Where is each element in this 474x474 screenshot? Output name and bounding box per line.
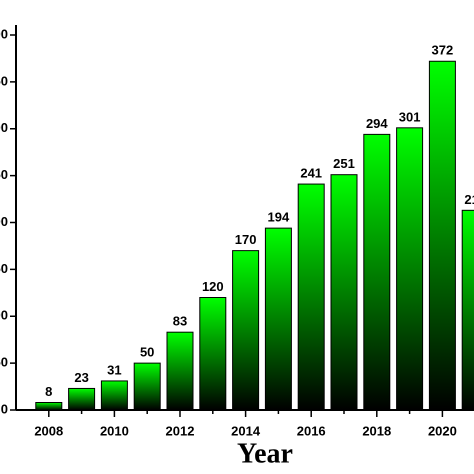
bar [133,362,161,411]
bar [35,402,63,411]
bar [68,387,96,411]
bar [363,133,391,411]
value-label: 120 [202,279,224,294]
y-tick-label: 0 [1,401,8,416]
bar [264,227,292,411]
y-tick-label: 300 [0,120,8,135]
value-label: 83 [173,314,187,329]
bar [297,183,325,411]
value-label: 8 [45,384,52,399]
y-tick-label: 50 [0,355,8,370]
x-tick-label: 2016 [297,423,326,438]
x-tick-label: 2012 [166,423,195,438]
bar [100,380,128,411]
y-tick-label: 350 [0,73,8,88]
y-tick-label: 250 [0,167,8,182]
y-tick-label: 100 [0,308,8,323]
bar [166,331,194,411]
value-label: 194 [268,210,290,225]
value-label: 251 [333,156,355,171]
x-axis-title: Year [237,438,293,469]
y-tick-label: 400 [0,26,8,41]
bar [232,250,260,411]
bar [199,297,227,411]
value-label: 294 [366,116,388,131]
y-tick-label: 200 [0,214,8,229]
x-tick-label: 2010 [100,423,129,438]
value-label: 213 [464,192,474,207]
value-label: 372 [432,43,454,58]
value-label: 31 [107,362,121,377]
x-tick-label: 2014 [231,423,261,438]
x-tick-label: 2020 [428,423,457,438]
bar [330,174,358,411]
bar [461,209,474,411]
bar [428,60,456,411]
value-label: 301 [399,109,421,124]
value-label: 23 [74,370,88,385]
x-tick-label: 2018 [362,423,391,438]
bar [396,127,424,411]
value-label: 241 [300,166,322,181]
value-label: 50 [140,345,154,360]
value-label: 170 [235,232,257,247]
x-tick-label: 2008 [34,423,63,438]
y-tick-label: 150 [0,261,8,276]
